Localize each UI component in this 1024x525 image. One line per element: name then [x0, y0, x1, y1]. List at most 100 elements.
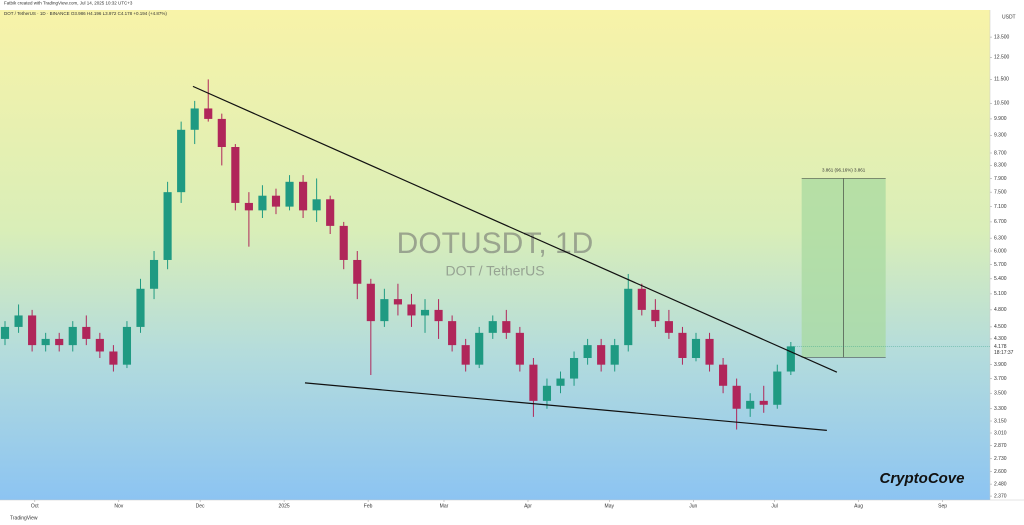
y-tick-label: 3.700: [994, 376, 1007, 382]
x-tick-label: Dec: [196, 503, 205, 509]
last-price-label: 4.178: [994, 344, 1007, 350]
y-tick-label: 2.870: [994, 443, 1007, 449]
marks: 3.861 (96.16%) 3.861: [0, 79, 886, 431]
x-tick-label: Aug: [854, 503, 863, 509]
candle-body: [271, 195, 281, 207]
x-tick-label: Oct: [31, 503, 39, 509]
y-tick-label: 6.300: [994, 235, 1007, 241]
candle-body: [475, 332, 484, 365]
y-tick-label: 5.700: [994, 262, 1007, 268]
candle-body: [149, 259, 159, 289]
y-tick-label: 9.300: [994, 133, 1007, 139]
y-tick-label: 5.100: [994, 291, 1007, 297]
candle-body: [746, 400, 755, 409]
candle-body: [691, 338, 701, 358]
y-tick-label: 8.300: [994, 163, 1007, 169]
footer-logo: TradingView: [10, 515, 38, 521]
x-tick-label: Jul: [771, 503, 777, 509]
price-axis-background: [990, 10, 1024, 500]
candle-body: [68, 326, 77, 346]
x-tick-label: 2025: [279, 503, 290, 509]
y-tick-label: 11.500: [994, 77, 1009, 83]
candle-body: [95, 338, 104, 352]
y-tick-label: 4.500: [994, 324, 1007, 330]
candle-body: [759, 400, 768, 405]
candle-body: [678, 332, 687, 358]
candle-body: [380, 299, 389, 322]
y-tick-label: 7.900: [994, 176, 1007, 182]
candle-body: [664, 321, 673, 333]
y-tick-label: 3.010: [994, 430, 1007, 436]
candle-body: [705, 338, 714, 365]
candle-body: [177, 129, 186, 193]
candle-body: [231, 147, 240, 203]
candle-body: [326, 199, 335, 226]
candle-body: [109, 351, 118, 365]
candle-body: [542, 385, 552, 401]
y-tick-label: 13.500: [994, 34, 1010, 40]
candle-body: [529, 364, 538, 401]
y-tick-label: 6.000: [994, 248, 1007, 254]
candle-body: [366, 283, 375, 322]
y-tick-label: 3.300: [994, 406, 1007, 412]
y-tick-label: 2.730: [994, 456, 1007, 462]
candle-body: [461, 345, 470, 365]
attribution: Fatbik created with TradingView.com, Jul…: [4, 1, 133, 6]
candle-body: [624, 288, 633, 346]
x-tick-label: Feb: [364, 503, 373, 509]
candle-body: [285, 181, 294, 207]
candle-body: [258, 195, 267, 211]
trendline: [304, 382, 827, 431]
y-tick-label: 3.500: [994, 391, 1007, 397]
currency: USDT: [1002, 14, 1016, 20]
candle-body: [786, 346, 795, 372]
candle-body: [217, 118, 226, 148]
candle-body: [556, 378, 565, 386]
x-tick-label: Mar: [440, 503, 449, 509]
candle-body: [353, 259, 362, 284]
candle-body: [610, 345, 619, 365]
candle-body: [719, 364, 728, 386]
candle-body: [122, 326, 132, 365]
x-tick-label: Nov: [114, 503, 123, 509]
candle-body: [312, 199, 321, 211]
watermark-title: DOTUSDT, 1D: [397, 227, 594, 260]
candle-body: [773, 371, 782, 405]
x-tick-label: May: [605, 503, 615, 509]
y-tick-label: 12.500: [994, 55, 1010, 61]
y-tick-label: 6.700: [994, 219, 1007, 225]
candle-body: [82, 326, 91, 339]
candle-body: [190, 108, 199, 130]
candle-body: [434, 309, 443, 322]
x-tick-label: Apr: [524, 503, 532, 509]
countdown: 18:17:37: [994, 350, 1014, 356]
candle-body: [244, 202, 253, 211]
y-tick-label: 5.400: [994, 276, 1007, 282]
candle-body: [136, 288, 145, 327]
candle-body: [420, 309, 430, 316]
y-tick-label: 7.500: [994, 189, 1007, 195]
candle-body: [0, 326, 10, 339]
candle-body: [163, 192, 172, 260]
candle-body: [597, 345, 606, 365]
measure-label: 3.861 (96.16%) 3.861: [822, 168, 866, 173]
x-tick-label: Jun: [689, 503, 697, 509]
brand: CryptoCove: [879, 470, 964, 487]
candle-body: [583, 345, 592, 358]
candle-body: [28, 315, 37, 346]
y-tick-label: 2.370: [994, 493, 1007, 499]
y-tick-label: 2.600: [994, 469, 1007, 475]
candle-body: [569, 357, 579, 379]
candle-body: [41, 338, 50, 346]
candle-body: [637, 288, 646, 310]
trendline: [192, 85, 838, 373]
candle-body: [204, 108, 213, 119]
candle-body: [502, 321, 511, 333]
y-tick-label: 2.480: [994, 481, 1007, 487]
y-tick-label: 7.100: [994, 204, 1007, 210]
y-tick-label: 8.700: [994, 150, 1007, 156]
candle-body: [339, 225, 348, 260]
y-tick-label: 9.900: [994, 116, 1007, 122]
candle-body: [393, 299, 402, 305]
